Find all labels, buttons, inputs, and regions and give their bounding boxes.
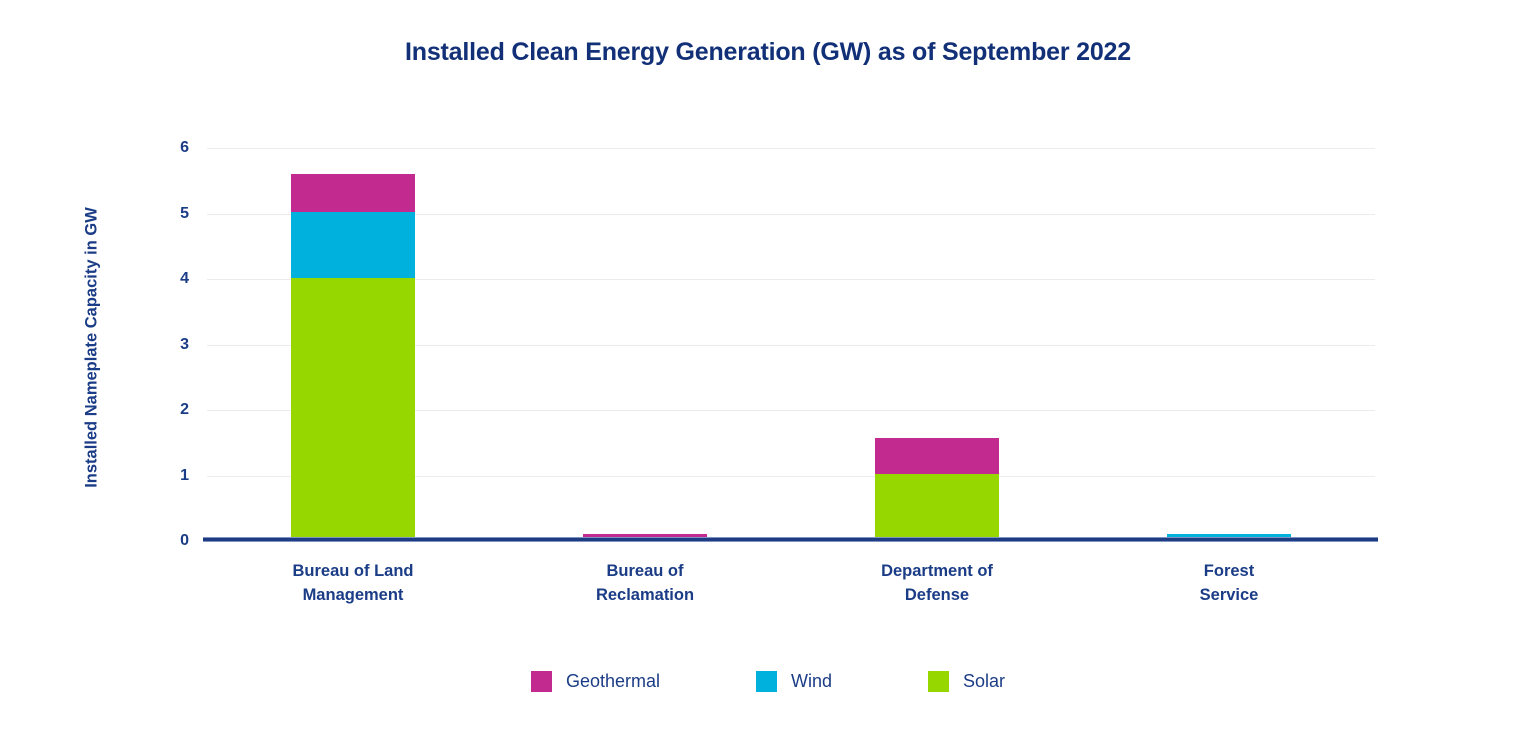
y-tick-label: 2 — [180, 401, 189, 418]
bar-segment-solar[interactable] — [875, 474, 999, 541]
plot-area — [207, 148, 1375, 541]
legend-swatch-icon — [756, 671, 777, 692]
legend-swatch-icon — [928, 671, 950, 692]
y-tick-label: 6 — [180, 139, 189, 156]
gridline — [207, 279, 1375, 280]
y-tick-label: 0 — [180, 532, 189, 549]
chart-legend: Geothermal Wind Solar — [0, 671, 1536, 692]
y-tick-label: 4 — [180, 270, 189, 287]
bar-segment-solar[interactable] — [291, 277, 415, 541]
x-axis-label-line: Department of — [881, 562, 993, 580]
legend-label: Solar — [963, 671, 1006, 691]
x-axis-label-line: Service — [1199, 585, 1259, 604]
gridline — [207, 148, 1375, 149]
legend-swatch-icon — [530, 671, 552, 692]
chart-title: Installed Clean Energy Generation (GW) a… — [405, 38, 1131, 66]
bar-segment-geothermal[interactable] — [291, 174, 415, 212]
y-axis-tick-labels: 0 1 2 3 4 5 6 — [143, 139, 189, 549]
x-axis-label: Forest Service — [1109, 560, 1349, 608]
y-axis-title: Installed Nameplate Capacity in GW — [82, 207, 101, 488]
x-axis-line — [203, 537, 1378, 542]
x-axis-label: Department of Defense — [817, 560, 1057, 608]
y-tick-label: 5 — [180, 204, 189, 222]
x-axis-label: Bureau of Land Management — [233, 560, 473, 608]
legend-item[interactable]: Solar — [928, 671, 1005, 692]
x-axis-label-line: Management — [302, 585, 404, 604]
x-axis-label-line: Bureau of — [606, 562, 684, 580]
legend-label: Geothermal — [565, 671, 660, 691]
gridline — [207, 344, 1375, 346]
x-axis-category-labels: Bureau of Land Management Bureau of Reclama… — [207, 560, 1375, 620]
bar-segment-wind[interactable] — [291, 211, 415, 278]
x-axis-label-line: Reclamation — [595, 585, 695, 604]
y-tick-label: 1 — [180, 466, 189, 484]
x-axis-label-line: Bureau of Land — [292, 562, 414, 580]
legend-label: Wind — [791, 671, 833, 691]
gridline — [207, 410, 1375, 411]
bar-segment-geothermal[interactable] — [875, 438, 999, 475]
bar-stack — [875, 438, 999, 541]
legend-item[interactable]: Geothermal — [530, 671, 660, 692]
x-axis-label-line: Defense — [904, 585, 970, 604]
y-tick-label: 3 — [180, 335, 189, 353]
x-axis-label: Bureau of Reclamation — [525, 560, 765, 608]
bar-stack — [291, 174, 415, 541]
gridline — [207, 213, 1375, 215]
gridline — [207, 475, 1375, 477]
x-axis-label-line: Forest — [1203, 562, 1255, 580]
legend-item[interactable]: Wind — [756, 671, 832, 692]
